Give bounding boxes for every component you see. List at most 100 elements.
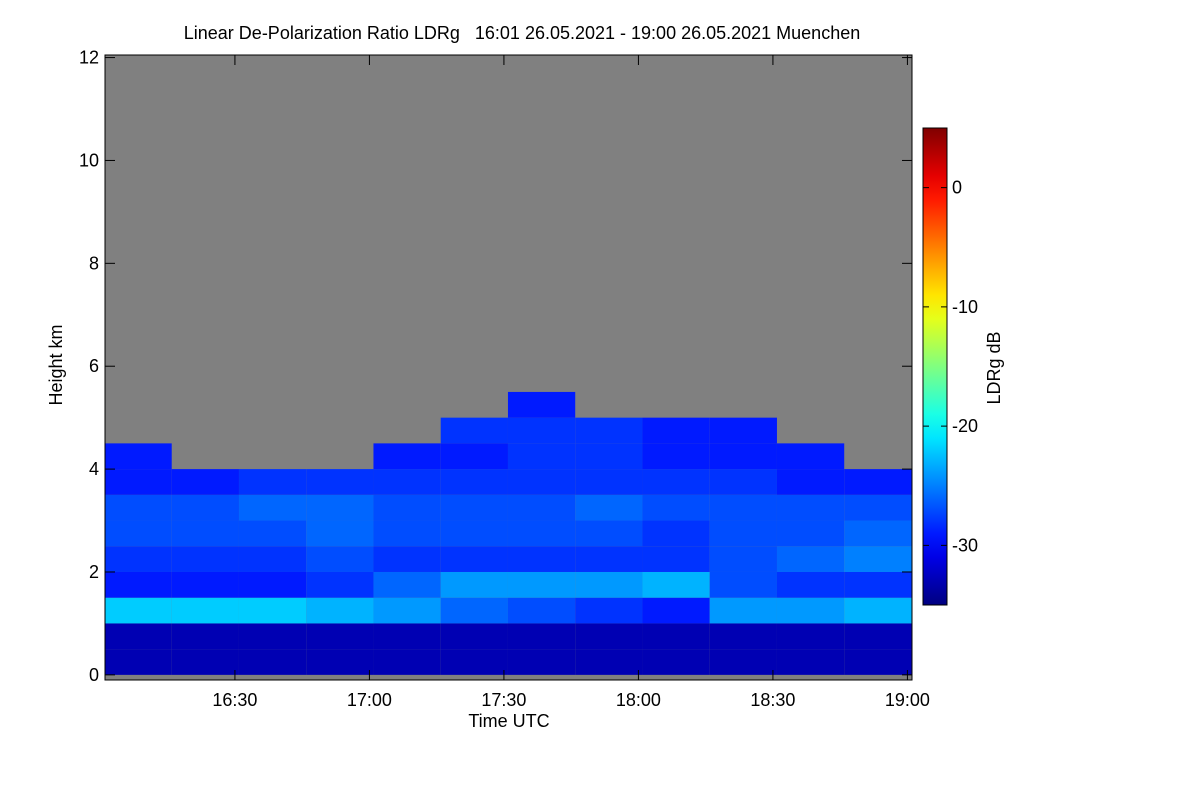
heatmap-cell bbox=[171, 649, 239, 675]
heatmap-cell bbox=[709, 571, 777, 598]
heatmap-cell bbox=[105, 597, 172, 624]
heatmap-cell bbox=[306, 494, 374, 521]
heatmap-cell bbox=[238, 597, 307, 624]
heatmap-cell bbox=[575, 623, 643, 650]
heatmap-cell bbox=[709, 494, 777, 521]
heatmap-cell bbox=[105, 494, 172, 521]
heatmap-cell bbox=[171, 623, 239, 650]
heatmap-cell bbox=[440, 623, 508, 650]
heatmap-cell bbox=[776, 443, 845, 470]
heatmap-cell bbox=[105, 469, 172, 495]
heatmap-cell bbox=[306, 649, 374, 675]
heatmap-cell bbox=[642, 494, 710, 521]
y-tick-label: 12 bbox=[79, 48, 99, 68]
heatmap-cell bbox=[171, 494, 239, 521]
heatmap-cell bbox=[575, 443, 643, 470]
heatmap-cell bbox=[642, 546, 710, 572]
heatmap-cell bbox=[440, 571, 508, 598]
y-tick-label: 6 bbox=[89, 356, 99, 376]
heatmap-cell bbox=[105, 649, 172, 675]
colorbar-tick-label: -20 bbox=[952, 416, 978, 436]
heatmap-cell bbox=[238, 469, 307, 495]
heatmap-cell bbox=[373, 649, 441, 675]
heatmap-cell bbox=[507, 520, 576, 547]
heatmap-cell bbox=[575, 649, 643, 675]
heatmap-cell bbox=[373, 443, 441, 470]
y-axis-label: Height km bbox=[46, 324, 66, 405]
heatmap-cell bbox=[105, 520, 172, 547]
heatmap-cell bbox=[642, 469, 710, 495]
heatmap-cell bbox=[776, 494, 845, 521]
heatmap-cell bbox=[844, 469, 912, 495]
heatmap-cell bbox=[776, 623, 845, 650]
heatmap-cell bbox=[440, 546, 508, 572]
heatmap-cell bbox=[105, 623, 172, 650]
heatmap-cell bbox=[642, 597, 710, 624]
heatmap-cell bbox=[373, 520, 441, 547]
heatmap-cell bbox=[507, 469, 576, 495]
heatmap-cell bbox=[844, 571, 912, 598]
colorbar-tick-label: -10 bbox=[952, 297, 978, 317]
heatmap-cell bbox=[642, 649, 710, 675]
heatmap-cell bbox=[776, 520, 845, 547]
heatmap-cell bbox=[171, 469, 239, 495]
heatmap-cell bbox=[776, 649, 845, 675]
heatmap-cell bbox=[844, 546, 912, 572]
heatmap-cell bbox=[776, 546, 845, 572]
x-tick-label: 16:30 bbox=[212, 690, 257, 710]
y-tick-label: 4 bbox=[89, 459, 99, 479]
heatmap-cell bbox=[171, 520, 239, 547]
heatmap-cell bbox=[844, 597, 912, 624]
heatmap-cell bbox=[238, 571, 307, 598]
heatmap-cell bbox=[373, 623, 441, 650]
heatmap-cell bbox=[105, 571, 172, 598]
heatmap-cell bbox=[844, 494, 912, 521]
heatmap-cell bbox=[440, 469, 508, 495]
heatmap-cell bbox=[507, 623, 576, 650]
heatmap-cell bbox=[306, 469, 374, 495]
heatmap-cell bbox=[440, 597, 508, 624]
colorbar bbox=[922, 127, 948, 606]
x-axis-label: Time UTC bbox=[468, 711, 549, 731]
x-tick-label: 19:00 bbox=[885, 690, 930, 710]
x-tick-label: 17:00 bbox=[347, 690, 392, 710]
heatmap-cell bbox=[642, 443, 710, 470]
y-tick-label: 8 bbox=[89, 253, 99, 273]
heatmap-cell bbox=[507, 443, 576, 470]
heatmap-cell bbox=[440, 649, 508, 675]
heatmap-cell bbox=[709, 597, 777, 624]
colorbar-tick-label: -30 bbox=[952, 535, 978, 555]
heatmap-cell bbox=[507, 391, 576, 418]
heatmap-cell bbox=[238, 649, 307, 675]
heatmap-cell bbox=[306, 623, 374, 650]
heatmap-cell bbox=[709, 546, 777, 572]
heatmap-cell bbox=[642, 417, 710, 444]
heatmap-cell bbox=[171, 597, 239, 624]
x-tick-label: 18:30 bbox=[750, 690, 795, 710]
heatmap-cell bbox=[440, 443, 508, 470]
x-tick-label: 18:00 bbox=[616, 690, 661, 710]
heatmap-cell bbox=[238, 494, 307, 521]
heatmap-cell bbox=[575, 494, 643, 521]
heatmap-cell bbox=[171, 571, 239, 598]
heatmap-cell bbox=[844, 649, 912, 675]
heatmap-cell bbox=[373, 546, 441, 572]
heatmap-cell bbox=[171, 546, 239, 572]
heatmap-cell bbox=[306, 571, 374, 598]
heatmap-cell bbox=[776, 597, 845, 624]
heatmap-cell bbox=[440, 417, 508, 444]
colorbar-label: LDRg dB bbox=[984, 331, 1004, 404]
heatmap-cell bbox=[306, 597, 374, 624]
heatmap-cell bbox=[440, 520, 508, 547]
heatmap-cell bbox=[575, 520, 643, 547]
heatmap-cell bbox=[709, 520, 777, 547]
heatmap-cell bbox=[238, 520, 307, 547]
heatmap-cell bbox=[373, 597, 441, 624]
heatmap-cell bbox=[373, 469, 441, 495]
heatmap-cell bbox=[440, 494, 508, 521]
heatmap-cell bbox=[709, 623, 777, 650]
heatmap-cell bbox=[306, 546, 374, 572]
heatmap-cell bbox=[844, 623, 912, 650]
heatmap-cell bbox=[507, 597, 576, 624]
